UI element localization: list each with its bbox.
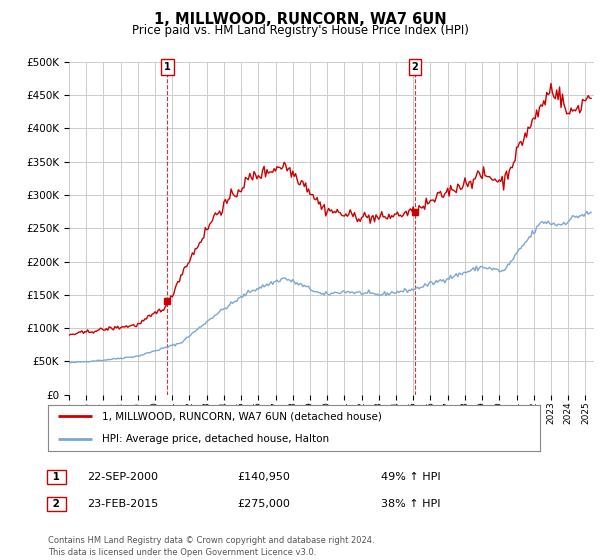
Text: 1, MILLWOOD, RUNCORN, WA7 6UN: 1, MILLWOOD, RUNCORN, WA7 6UN: [154, 12, 446, 27]
Text: 1: 1: [164, 62, 171, 72]
Text: 1, MILLWOOD, RUNCORN, WA7 6UN (detached house): 1, MILLWOOD, RUNCORN, WA7 6UN (detached …: [102, 412, 382, 421]
Text: Contains HM Land Registry data © Crown copyright and database right 2024.
This d: Contains HM Land Registry data © Crown c…: [48, 536, 374, 557]
Text: 2: 2: [412, 62, 418, 72]
Text: 49% ↑ HPI: 49% ↑ HPI: [381, 472, 440, 482]
Text: £140,950: £140,950: [237, 472, 290, 482]
Text: 1: 1: [49, 472, 64, 482]
Text: £275,000: £275,000: [237, 499, 290, 509]
Text: HPI: Average price, detached house, Halton: HPI: Average price, detached house, Halt…: [102, 435, 329, 444]
Text: 2: 2: [49, 499, 64, 509]
Text: Price paid vs. HM Land Registry's House Price Index (HPI): Price paid vs. HM Land Registry's House …: [131, 24, 469, 36]
Text: 23-FEB-2015: 23-FEB-2015: [87, 499, 158, 509]
Text: 22-SEP-2000: 22-SEP-2000: [87, 472, 158, 482]
Text: 38% ↑ HPI: 38% ↑ HPI: [381, 499, 440, 509]
